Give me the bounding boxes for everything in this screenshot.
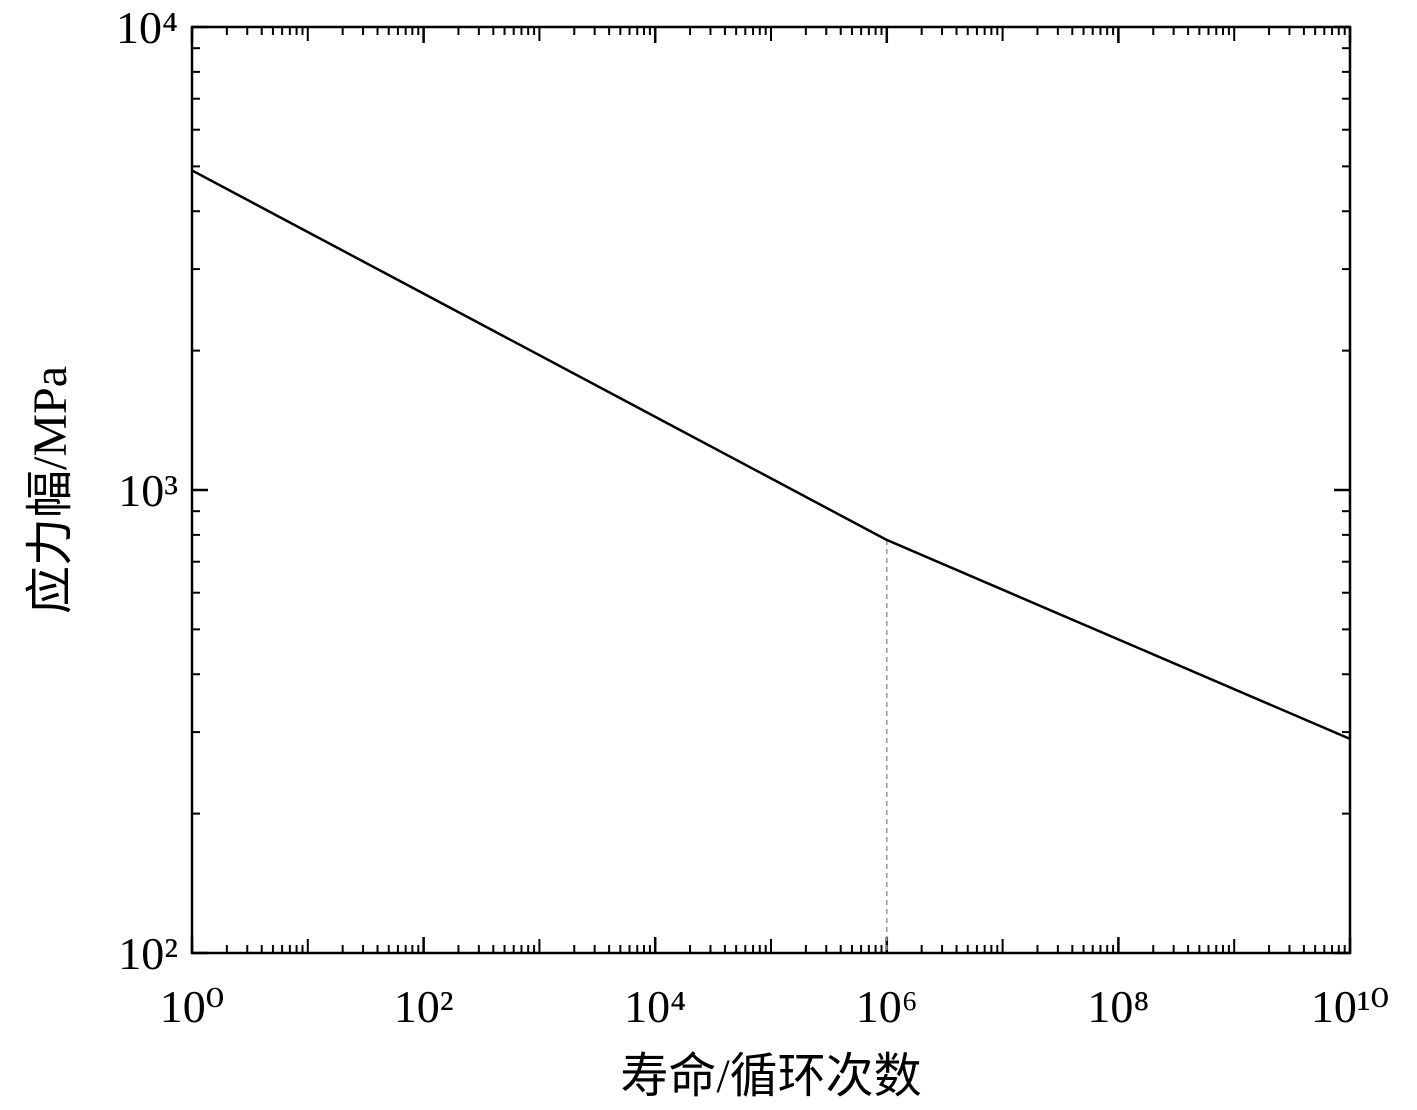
y-tick-label: 10³ (118, 465, 178, 516)
y-tick-label: 10² (118, 928, 178, 979)
x-axis-label: 寿命/循环次数 (620, 1050, 921, 1103)
data-line (191, 169, 1351, 741)
x-tick-label: 10² (394, 981, 454, 1032)
x-tick-label: 10¹⁰ (1311, 981, 1389, 1032)
plot-frame (190, 25, 1352, 955)
x-tick-label: 10⁸ (1087, 981, 1149, 1032)
x-tick-label: 10⁴ (624, 981, 686, 1032)
x-tick-label: 10⁰ (160, 981, 224, 1032)
y-axis-label: 应力幅/MPa (24, 366, 77, 614)
y-tick-label: 10⁴ (116, 2, 178, 53)
x-tick-label: 10⁶ (856, 981, 918, 1032)
